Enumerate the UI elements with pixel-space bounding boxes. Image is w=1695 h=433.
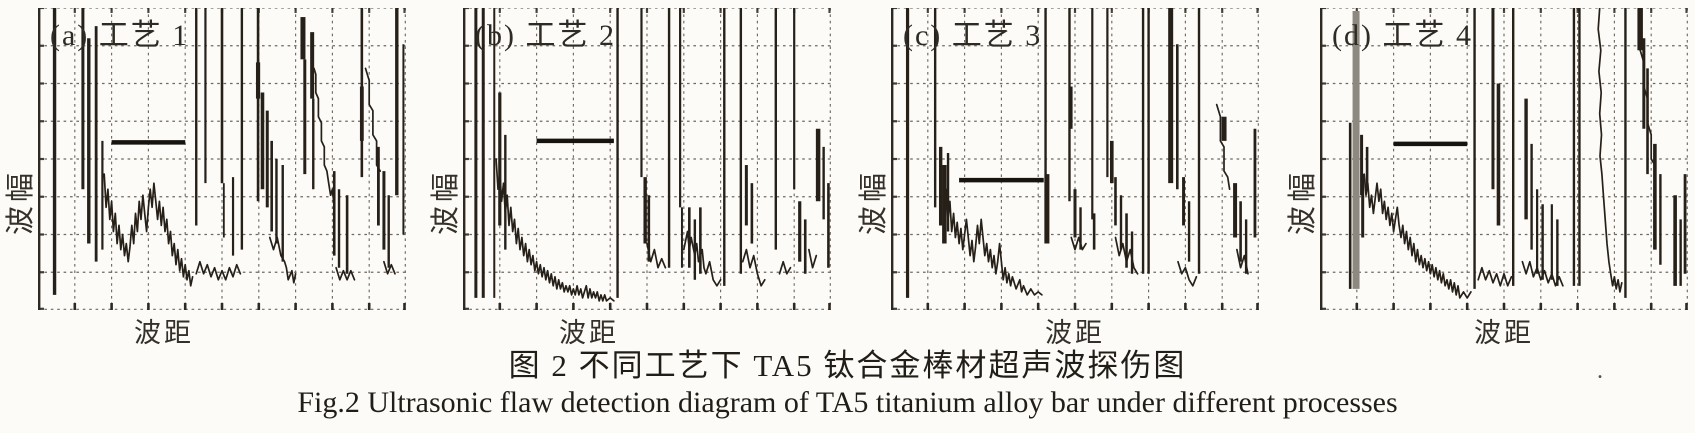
x-axis-label-distance: 波距	[1474, 318, 1534, 348]
ascan-panel-b: 波幅 (b) 工艺 2 波距	[425, 0, 831, 348]
ascan-panel-a: 波幅 (a) 工艺 1 波距	[0, 0, 406, 348]
ascan-panel-c: 波幅 (c) 工艺 3 波距	[853, 0, 1259, 348]
panel-label-a: (a) 工艺 1	[50, 19, 190, 52]
ascan-plot-c	[891, 8, 1259, 310]
caption-chinese: 图 2 不同工艺下 TA5 钛合金棒材超声波探伤图	[508, 348, 1187, 383]
panel-label-d: (d) 工艺 4	[1332, 19, 1473, 52]
ascan-plot-b	[463, 8, 831, 310]
ascan-plot-a	[38, 8, 406, 310]
x-axis-label-distance: 波距	[559, 318, 619, 348]
panel-label-c: (c) 工艺 3	[903, 19, 1043, 52]
x-axis-label-distance: 波距	[1045, 318, 1105, 348]
ascan-plot-d	[1320, 8, 1688, 310]
caption-english: Fig.2 Ultrasonic flaw detection diagram …	[297, 386, 1398, 419]
x-axis-label-distance: 波距	[134, 318, 194, 348]
panel-label-b: (b) 工艺 2	[475, 19, 616, 52]
stray-dot-artifact: .	[1597, 358, 1603, 384]
ascan-panel-d: 波幅 (d) 工艺 4 波距	[1282, 0, 1688, 348]
